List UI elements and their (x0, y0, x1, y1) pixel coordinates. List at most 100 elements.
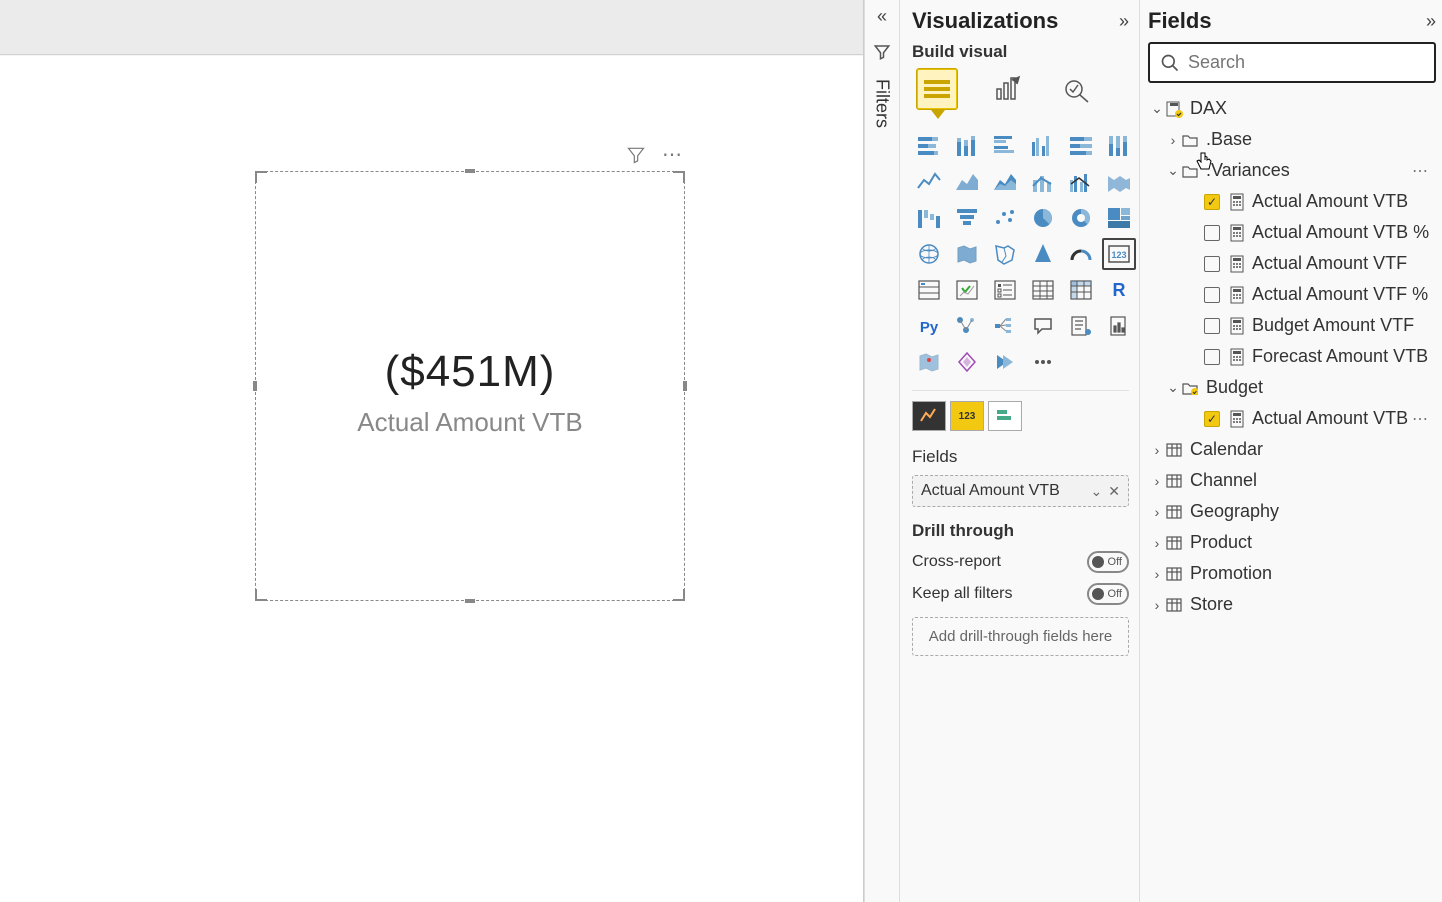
resize-handle[interactable] (465, 599, 475, 603)
resize-handle[interactable] (253, 381, 257, 391)
expand-filters-icon[interactable]: « (877, 6, 887, 27)
viz-pie[interactable] (1026, 202, 1060, 234)
visual-more-icon[interactable]: ⋯ (662, 142, 684, 167)
report-canvas[interactable]: ⋯ ($451M) Actual Amount VTB (0, 0, 864, 902)
viz-stacked-area[interactable] (988, 166, 1022, 198)
field-checkbox[interactable] (1204, 411, 1220, 427)
resize-handle[interactable] (255, 171, 267, 183)
drill-through-dropzone[interactable]: Add drill-through fields here (912, 617, 1129, 656)
viz-shape-map[interactable] (988, 238, 1022, 270)
table-channel[interactable]: › Channel (1148, 465, 1436, 496)
folder-base[interactable]: › .Base (1148, 124, 1436, 155)
field-more-icon[interactable]: ⋯ (1412, 409, 1428, 429)
filters-pane-collapsed[interactable]: « Filters (864, 0, 900, 902)
viz-clustered-bar[interactable] (988, 130, 1022, 162)
filter-funnel-icon (873, 43, 891, 61)
visual-filter-icon[interactable] (626, 145, 646, 165)
viz-ribbon[interactable] (1102, 166, 1136, 198)
viz-clustered-column[interactable] (1026, 130, 1060, 162)
viz-card[interactable]: 123 (1102, 238, 1136, 270)
folder-more-icon[interactable]: ⋯ (1412, 161, 1428, 181)
field-forecast-vtb[interactable]: Forecast Amount VTB (1148, 341, 1436, 372)
field-checkbox[interactable] (1204, 256, 1220, 272)
viz-map[interactable] (912, 238, 946, 270)
fields-pane: Fields » ⌄ DAX › .Base ⌄ .Variances ⋯ Ac… (1140, 0, 1442, 902)
resize-handle[interactable] (465, 169, 475, 173)
viz-slicer[interactable] (988, 274, 1022, 306)
viz-funnel[interactable] (950, 202, 984, 234)
viz-key-influencers[interactable] (950, 310, 984, 342)
field-actual-vtb-pct[interactable]: Actual Amount VTB % (1148, 217, 1436, 248)
viz-r[interactable]: R (1102, 274, 1136, 306)
field-budget-vtf[interactable]: Budget Amount VTF (1148, 310, 1436, 341)
field-checkbox[interactable] (1204, 194, 1220, 210)
table-geography[interactable]: › Geography (1148, 496, 1436, 527)
resize-handle[interactable] (683, 381, 687, 391)
viz-kpi[interactable] (950, 274, 984, 306)
viz-decomposition-tree[interactable] (988, 310, 1022, 342)
viz-treemap[interactable] (1102, 202, 1136, 234)
field-actual-vtf-pct[interactable]: Actual Amount VTF % (1148, 279, 1436, 310)
viz-multirow-card[interactable] (912, 274, 946, 306)
field-actual-vtb[interactable]: Actual Amount VTB (1148, 186, 1436, 217)
viz-power-apps[interactable] (950, 346, 984, 378)
fields-search[interactable] (1148, 42, 1436, 83)
canvas-page[interactable]: ⋯ ($451M) Actual Amount VTB (0, 56, 863, 902)
viz-line-clustered-column[interactable] (1064, 166, 1098, 198)
field-checkbox[interactable] (1204, 318, 1220, 334)
table-calendar[interactable]: › Calendar (1148, 434, 1436, 465)
table-store[interactable]: › Store (1148, 589, 1436, 620)
table-promotion[interactable]: › Promotion (1148, 558, 1436, 589)
resize-handle[interactable] (673, 589, 685, 601)
viz-100-stacked-column[interactable] (1102, 130, 1136, 162)
field-well-remove-icon[interactable]: ✕ (1108, 483, 1120, 500)
field-budget-actual-vtb[interactable]: Actual Amount VTB ⋯ (1148, 403, 1436, 434)
field-well-dropdown-icon[interactable]: ⌄ (1091, 483, 1103, 500)
viz-qa[interactable] (1026, 310, 1060, 342)
viz-waterfall[interactable] (912, 202, 946, 234)
folder-budget[interactable]: ⌄ Budget (1148, 372, 1436, 403)
resize-handle[interactable] (673, 171, 685, 183)
viz-power-automate[interactable] (988, 346, 1022, 378)
folder-variances[interactable]: ⌄ .Variances ⋯ (1148, 155, 1436, 186)
viz-gauge[interactable] (1064, 238, 1098, 270)
custom-visual-1[interactable] (912, 401, 946, 431)
viz-donut[interactable] (1064, 202, 1098, 234)
analytics-tab[interactable] (1056, 68, 1098, 110)
build-visual-tab[interactable] (916, 68, 958, 110)
viz-collapse-icon[interactable]: » (1119, 11, 1129, 32)
viz-matrix[interactable] (1064, 274, 1098, 306)
card-visual[interactable]: ⋯ ($451M) Actual Amount VTB (255, 171, 685, 601)
viz-arcgis[interactable] (912, 346, 946, 378)
custom-visual-2[interactable]: 123 (950, 401, 984, 431)
cross-report-toggle[interactable]: Off (1087, 551, 1129, 573)
viz-paginated-report[interactable] (1102, 310, 1136, 342)
viz-100-stacked-bar[interactable] (1064, 130, 1098, 162)
viz-line[interactable] (912, 166, 946, 198)
fields-collapse-icon[interactable]: » (1426, 11, 1436, 32)
field-checkbox[interactable] (1204, 225, 1220, 241)
field-checkbox[interactable] (1204, 287, 1220, 303)
resize-handle[interactable] (255, 589, 267, 601)
field-checkbox[interactable] (1204, 349, 1220, 365)
field-actual-vtf[interactable]: Actual Amount VTF (1148, 248, 1436, 279)
viz-get-more[interactable] (1026, 346, 1060, 378)
keep-filters-toggle[interactable]: Off (1087, 583, 1129, 605)
viz-area[interactable] (950, 166, 984, 198)
search-input[interactable] (1188, 52, 1424, 73)
viz-filled-map[interactable] (950, 238, 984, 270)
table-dax[interactable]: ⌄ DAX (1148, 93, 1436, 124)
table-product[interactable]: › Product (1148, 527, 1436, 558)
format-visual-tab[interactable] (986, 68, 1028, 110)
custom-visual-3[interactable] (988, 401, 1022, 431)
viz-smart-narrative[interactable] (1064, 310, 1098, 342)
viz-stacked-bar[interactable] (912, 130, 946, 162)
viz-stacked-column[interactable] (950, 130, 984, 162)
svg-text:R: R (1113, 280, 1126, 300)
viz-python[interactable]: Py (912, 310, 946, 342)
viz-scatter[interactable] (988, 202, 1022, 234)
viz-azure-map[interactable] (1026, 238, 1060, 270)
viz-table[interactable] (1026, 274, 1060, 306)
field-well[interactable]: Actual Amount VTB ⌄ ✕ (912, 475, 1129, 507)
viz-line-stacked-column[interactable] (1026, 166, 1060, 198)
